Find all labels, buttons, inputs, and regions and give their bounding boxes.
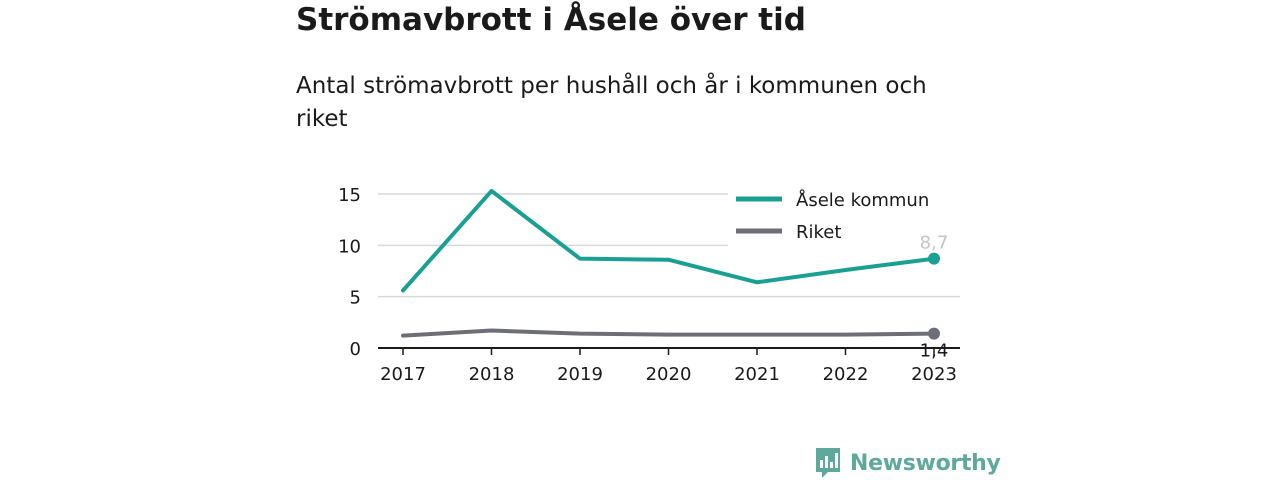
end-point-asele [928, 252, 940, 265]
legend-background [728, 182, 960, 250]
x-tick-label: 2018 [469, 364, 515, 385]
series-line-asele [401, 188, 936, 293]
y-tick-label: 5 [350, 288, 361, 309]
series-lines [401, 188, 936, 338]
series-line-riket [401, 328, 936, 338]
end-markers: 8,7 1,4 [920, 233, 949, 362]
y-tick-label: 15 [338, 185, 361, 206]
x-tick-label: 2019 [557, 364, 603, 385]
end-point-riket [928, 327, 940, 340]
bar-chart-speech-bubble-icon [816, 448, 840, 478]
legend-label-riket: Riket [796, 222, 841, 243]
x-axis-tick-labels: 2017 2018 2019 2020 2021 2022 2023 [380, 348, 957, 385]
legend-label-asele: Åsele kommun [796, 189, 929, 211]
newsworthy-logo: Newsworthy [814, 446, 1001, 480]
x-tick-label: 2022 [823, 364, 869, 385]
end-value-label: 8,7 [920, 233, 949, 254]
x-tick-label: 2020 [646, 364, 692, 385]
x-tick-label: 2021 [734, 364, 780, 385]
chart-title: Strömavbrott i Åsele över tid [296, 2, 806, 38]
chart-subtitle: Antal strömavbrott per hushåll och år i … [296, 73, 927, 132]
x-tick-label: 2023 [911, 364, 957, 385]
y-tick-label: 0 [350, 339, 361, 360]
y-tick-label: 10 [338, 236, 361, 257]
x-tick-label: 2017 [380, 364, 426, 385]
brand-name: Newsworthy [850, 450, 1001, 476]
end-value-label: 1,4 [920, 341, 949, 362]
legend: Åsele kommun Riket [728, 182, 960, 250]
y-axis-tick-labels: 0 5 10 15 [338, 185, 361, 360]
